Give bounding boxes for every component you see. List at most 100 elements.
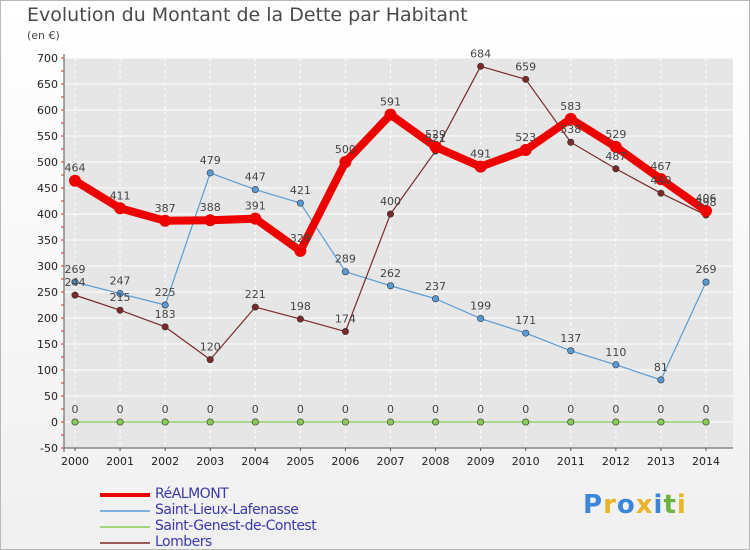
data-point <box>251 303 259 311</box>
x-tick-label: 2012 <box>602 455 630 468</box>
legend-swatch-lombers <box>100 542 150 544</box>
data-label: 387 <box>155 202 176 215</box>
data-point <box>702 278 710 286</box>
data-point <box>341 328 349 336</box>
data-label: 440 <box>650 174 671 187</box>
data-point <box>522 329 530 337</box>
data-point <box>474 160 487 173</box>
data-label: 269 <box>65 263 86 276</box>
x-tick-label: 2001 <box>106 455 134 468</box>
x-tick-label: 2011 <box>557 455 585 468</box>
data-label: 0 <box>702 403 709 416</box>
data-point <box>161 323 169 331</box>
data-label: 0 <box>207 403 214 416</box>
y-tick-label: -50 <box>40 442 58 455</box>
data-point <box>432 418 440 426</box>
data-point <box>477 315 485 323</box>
unit-label: (en €) <box>27 29 60 42</box>
proxiti-logo: Proxiti <box>583 490 687 520</box>
data-point <box>206 356 214 364</box>
data-label: 289 <box>335 253 356 266</box>
data-label: 0 <box>342 403 349 416</box>
logo-letter: i <box>653 490 664 520</box>
data-label: 388 <box>200 201 221 214</box>
data-label: 391 <box>245 200 266 213</box>
data-point <box>204 214 217 227</box>
y-tick-label: 450 <box>37 182 58 195</box>
legend-label-realmont: RéALMONT <box>155 486 229 502</box>
x-tick-label: 2003 <box>196 455 224 468</box>
data-point <box>116 306 124 314</box>
data-label: 0 <box>432 403 439 416</box>
data-label: 591 <box>380 96 401 109</box>
chart-title: Evolution du Montant de la Dette par Hab… <box>27 4 468 26</box>
data-label: 174 <box>335 313 356 326</box>
x-tick-label: 2007 <box>376 455 404 468</box>
data-label: 244 <box>65 276 86 289</box>
data-label: 398 <box>695 196 716 209</box>
data-point <box>519 144 532 157</box>
x-tick-label: 2010 <box>512 455 540 468</box>
data-point <box>296 418 304 426</box>
data-label: 237 <box>425 280 446 293</box>
x-tick-label: 2008 <box>422 455 450 468</box>
data-label: 521 <box>425 132 446 145</box>
y-tick-label: 500 <box>37 156 58 169</box>
data-label: 137 <box>560 332 581 345</box>
data-point <box>612 361 620 369</box>
data-label: 0 <box>72 403 79 416</box>
data-point <box>386 282 394 290</box>
y-tick-label: 150 <box>37 338 58 351</box>
data-point <box>69 174 81 187</box>
data-point <box>699 204 712 217</box>
data-point <box>159 214 172 227</box>
data-label: 500 <box>335 143 356 156</box>
data-point <box>657 376 665 384</box>
data-point <box>251 418 259 426</box>
data-label: 0 <box>522 403 529 416</box>
data-point <box>339 156 352 168</box>
y-tick-label: 700 <box>37 52 58 65</box>
data-point <box>654 173 667 186</box>
data-point <box>341 268 349 276</box>
data-point <box>564 112 577 125</box>
logo-letter: t <box>663 490 677 520</box>
data-point <box>429 140 442 153</box>
data-label: 120 <box>200 341 221 354</box>
data-label: 198 <box>290 300 311 313</box>
data-point <box>384 108 397 121</box>
data-point <box>114 202 127 215</box>
data-point <box>567 418 575 426</box>
data-point <box>432 295 440 303</box>
data-label: 467 <box>650 160 671 173</box>
data-point <box>612 418 620 426</box>
data-label: 659 <box>515 60 536 73</box>
data-label: 329 <box>290 232 311 245</box>
data-label: 421 <box>290 184 311 197</box>
legend-label-lombers: Lombers <box>155 534 212 550</box>
data-label: 0 <box>567 403 574 416</box>
logo-letter: r <box>603 490 617 520</box>
y-tick-label: 100 <box>37 364 58 377</box>
data-label: 583 <box>560 100 581 113</box>
x-tick-label: 2013 <box>647 455 675 468</box>
data-point <box>249 212 262 225</box>
logo-letter: i <box>676 490 687 520</box>
logo-letter: P <box>583 490 604 520</box>
x-tick-label: 2005 <box>286 455 314 468</box>
data-point <box>206 169 214 177</box>
data-label: 0 <box>477 403 484 416</box>
data-point <box>702 418 710 426</box>
data-label: 0 <box>162 403 169 416</box>
data-point <box>522 75 530 83</box>
data-point <box>609 140 622 153</box>
data-label: 110 <box>605 346 626 359</box>
legend-swatch-realmont <box>100 493 150 497</box>
data-label: 464 <box>65 162 86 175</box>
data-point <box>567 347 575 355</box>
data-point <box>71 418 79 426</box>
data-label: 269 <box>695 263 716 276</box>
data-point <box>386 210 394 218</box>
data-point <box>296 199 304 207</box>
